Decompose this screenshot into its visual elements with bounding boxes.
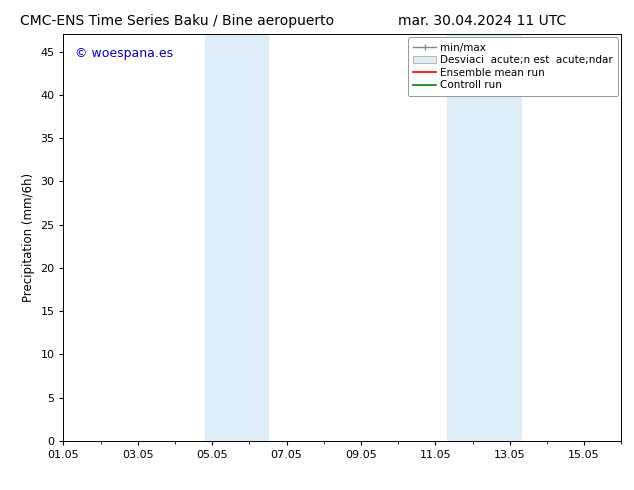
Y-axis label: Precipitation (mm/6h): Precipitation (mm/6h) <box>22 173 35 302</box>
Bar <box>446 34 472 441</box>
Text: CMC-ENS Time Series Baku / Bine aeropuerto: CMC-ENS Time Series Baku / Bine aeropuer… <box>20 14 335 28</box>
Bar <box>472 34 521 441</box>
Text: © woespana.es: © woespana.es <box>75 47 172 59</box>
Legend: min/max, Desviaci  acute;n est  acute;ndar, Ensemble mean run, Controll run: min/max, Desviaci acute;n est acute;ndar… <box>408 37 618 96</box>
Text: mar. 30.04.2024 11 UTC: mar. 30.04.2024 11 UTC <box>398 14 566 28</box>
Bar <box>231 34 268 441</box>
Bar <box>205 34 231 441</box>
